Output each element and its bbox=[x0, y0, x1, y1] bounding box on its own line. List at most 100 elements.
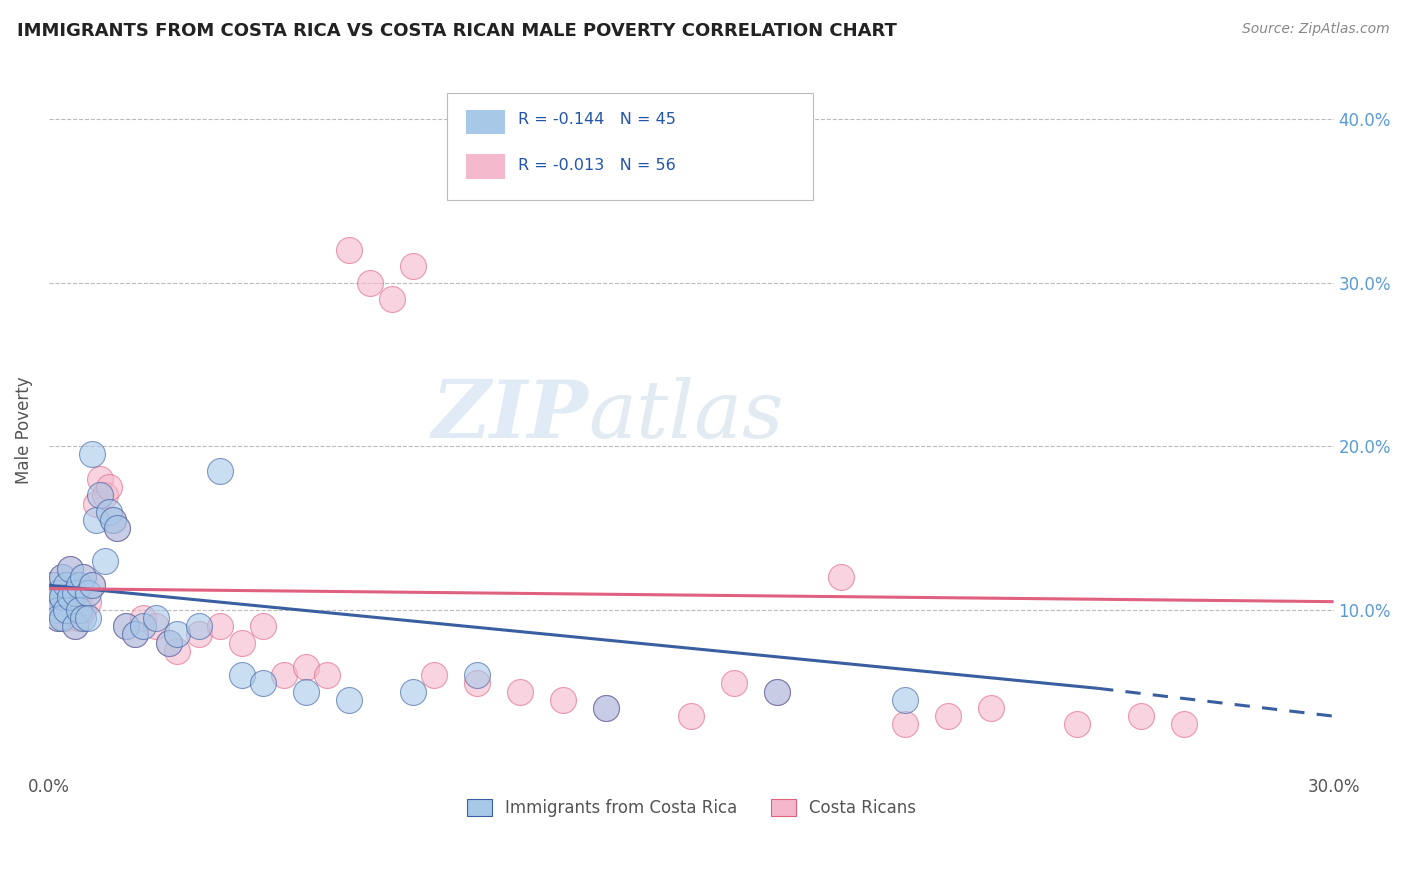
Point bbox=[51, 570, 73, 584]
Bar bbox=[467, 110, 505, 135]
Point bbox=[231, 668, 253, 682]
Point bbox=[72, 611, 94, 625]
Point bbox=[63, 619, 86, 633]
Point bbox=[423, 668, 446, 682]
Point bbox=[231, 635, 253, 649]
Point bbox=[89, 472, 111, 486]
Point bbox=[252, 619, 274, 633]
Point bbox=[402, 260, 425, 274]
Point bbox=[337, 693, 360, 707]
Point bbox=[80, 447, 103, 461]
Point bbox=[359, 276, 381, 290]
Text: R = -0.144   N = 45: R = -0.144 N = 45 bbox=[517, 112, 676, 127]
Point bbox=[46, 611, 69, 625]
Point bbox=[97, 505, 120, 519]
Y-axis label: Male Poverty: Male Poverty bbox=[15, 376, 32, 483]
Point bbox=[72, 570, 94, 584]
Point bbox=[465, 676, 488, 690]
Point bbox=[723, 676, 745, 690]
Point bbox=[63, 619, 86, 633]
Point bbox=[132, 619, 155, 633]
Point bbox=[273, 668, 295, 682]
Point bbox=[1173, 717, 1195, 731]
Point bbox=[76, 586, 98, 600]
Point bbox=[46, 586, 69, 600]
Point bbox=[595, 701, 617, 715]
Point bbox=[76, 595, 98, 609]
Point bbox=[84, 496, 107, 510]
Point bbox=[295, 660, 318, 674]
Point bbox=[209, 619, 232, 633]
Point bbox=[766, 684, 789, 698]
Point bbox=[97, 480, 120, 494]
Point bbox=[67, 578, 90, 592]
Point bbox=[51, 570, 73, 584]
Point bbox=[59, 562, 82, 576]
Point bbox=[72, 570, 94, 584]
Point bbox=[59, 590, 82, 604]
Text: ZIP: ZIP bbox=[432, 377, 589, 455]
Point bbox=[766, 684, 789, 698]
Point bbox=[380, 292, 402, 306]
Point bbox=[166, 627, 188, 641]
Point bbox=[55, 611, 77, 625]
Point bbox=[132, 611, 155, 625]
Point bbox=[252, 676, 274, 690]
Point bbox=[63, 586, 86, 600]
Point bbox=[42, 595, 65, 609]
Point bbox=[63, 578, 86, 592]
Point bbox=[115, 619, 138, 633]
Point bbox=[89, 488, 111, 502]
Point bbox=[46, 611, 69, 625]
Point bbox=[551, 693, 574, 707]
Point bbox=[84, 513, 107, 527]
Point bbox=[67, 611, 90, 625]
Point bbox=[894, 717, 917, 731]
Point bbox=[936, 709, 959, 723]
Point bbox=[209, 464, 232, 478]
FancyBboxPatch shape bbox=[447, 94, 813, 200]
Point bbox=[80, 578, 103, 592]
Point bbox=[55, 586, 77, 600]
Point bbox=[67, 586, 90, 600]
Point bbox=[46, 603, 69, 617]
Point bbox=[509, 684, 531, 698]
Point bbox=[107, 521, 129, 535]
Point bbox=[42, 595, 65, 609]
Point bbox=[42, 578, 65, 592]
Point bbox=[72, 603, 94, 617]
Point bbox=[103, 513, 125, 527]
Bar bbox=[467, 154, 505, 179]
Point bbox=[316, 668, 339, 682]
Point bbox=[42, 578, 65, 592]
Point bbox=[145, 619, 167, 633]
Point bbox=[1066, 717, 1088, 731]
Point bbox=[187, 627, 209, 641]
Point bbox=[124, 627, 146, 641]
Point bbox=[76, 611, 98, 625]
Point bbox=[157, 635, 180, 649]
Point bbox=[46, 586, 69, 600]
Point bbox=[59, 590, 82, 604]
Point bbox=[93, 554, 115, 568]
Text: R = -0.013   N = 56: R = -0.013 N = 56 bbox=[517, 158, 676, 173]
Point bbox=[980, 701, 1002, 715]
Point bbox=[402, 684, 425, 698]
Point bbox=[59, 562, 82, 576]
Point bbox=[55, 603, 77, 617]
Point bbox=[166, 644, 188, 658]
Legend: Immigrants from Costa Rica, Costa Ricans: Immigrants from Costa Rica, Costa Ricans bbox=[460, 792, 922, 823]
Point bbox=[187, 619, 209, 633]
Point bbox=[93, 488, 115, 502]
Point bbox=[337, 243, 360, 257]
Point bbox=[67, 603, 90, 617]
Point bbox=[103, 513, 125, 527]
Point bbox=[681, 709, 703, 723]
Point bbox=[145, 611, 167, 625]
Point bbox=[1129, 709, 1152, 723]
Text: IMMIGRANTS FROM COSTA RICA VS COSTA RICAN MALE POVERTY CORRELATION CHART: IMMIGRANTS FROM COSTA RICA VS COSTA RICA… bbox=[17, 22, 897, 40]
Point bbox=[595, 701, 617, 715]
Point bbox=[465, 668, 488, 682]
Point bbox=[157, 635, 180, 649]
Point bbox=[295, 684, 318, 698]
